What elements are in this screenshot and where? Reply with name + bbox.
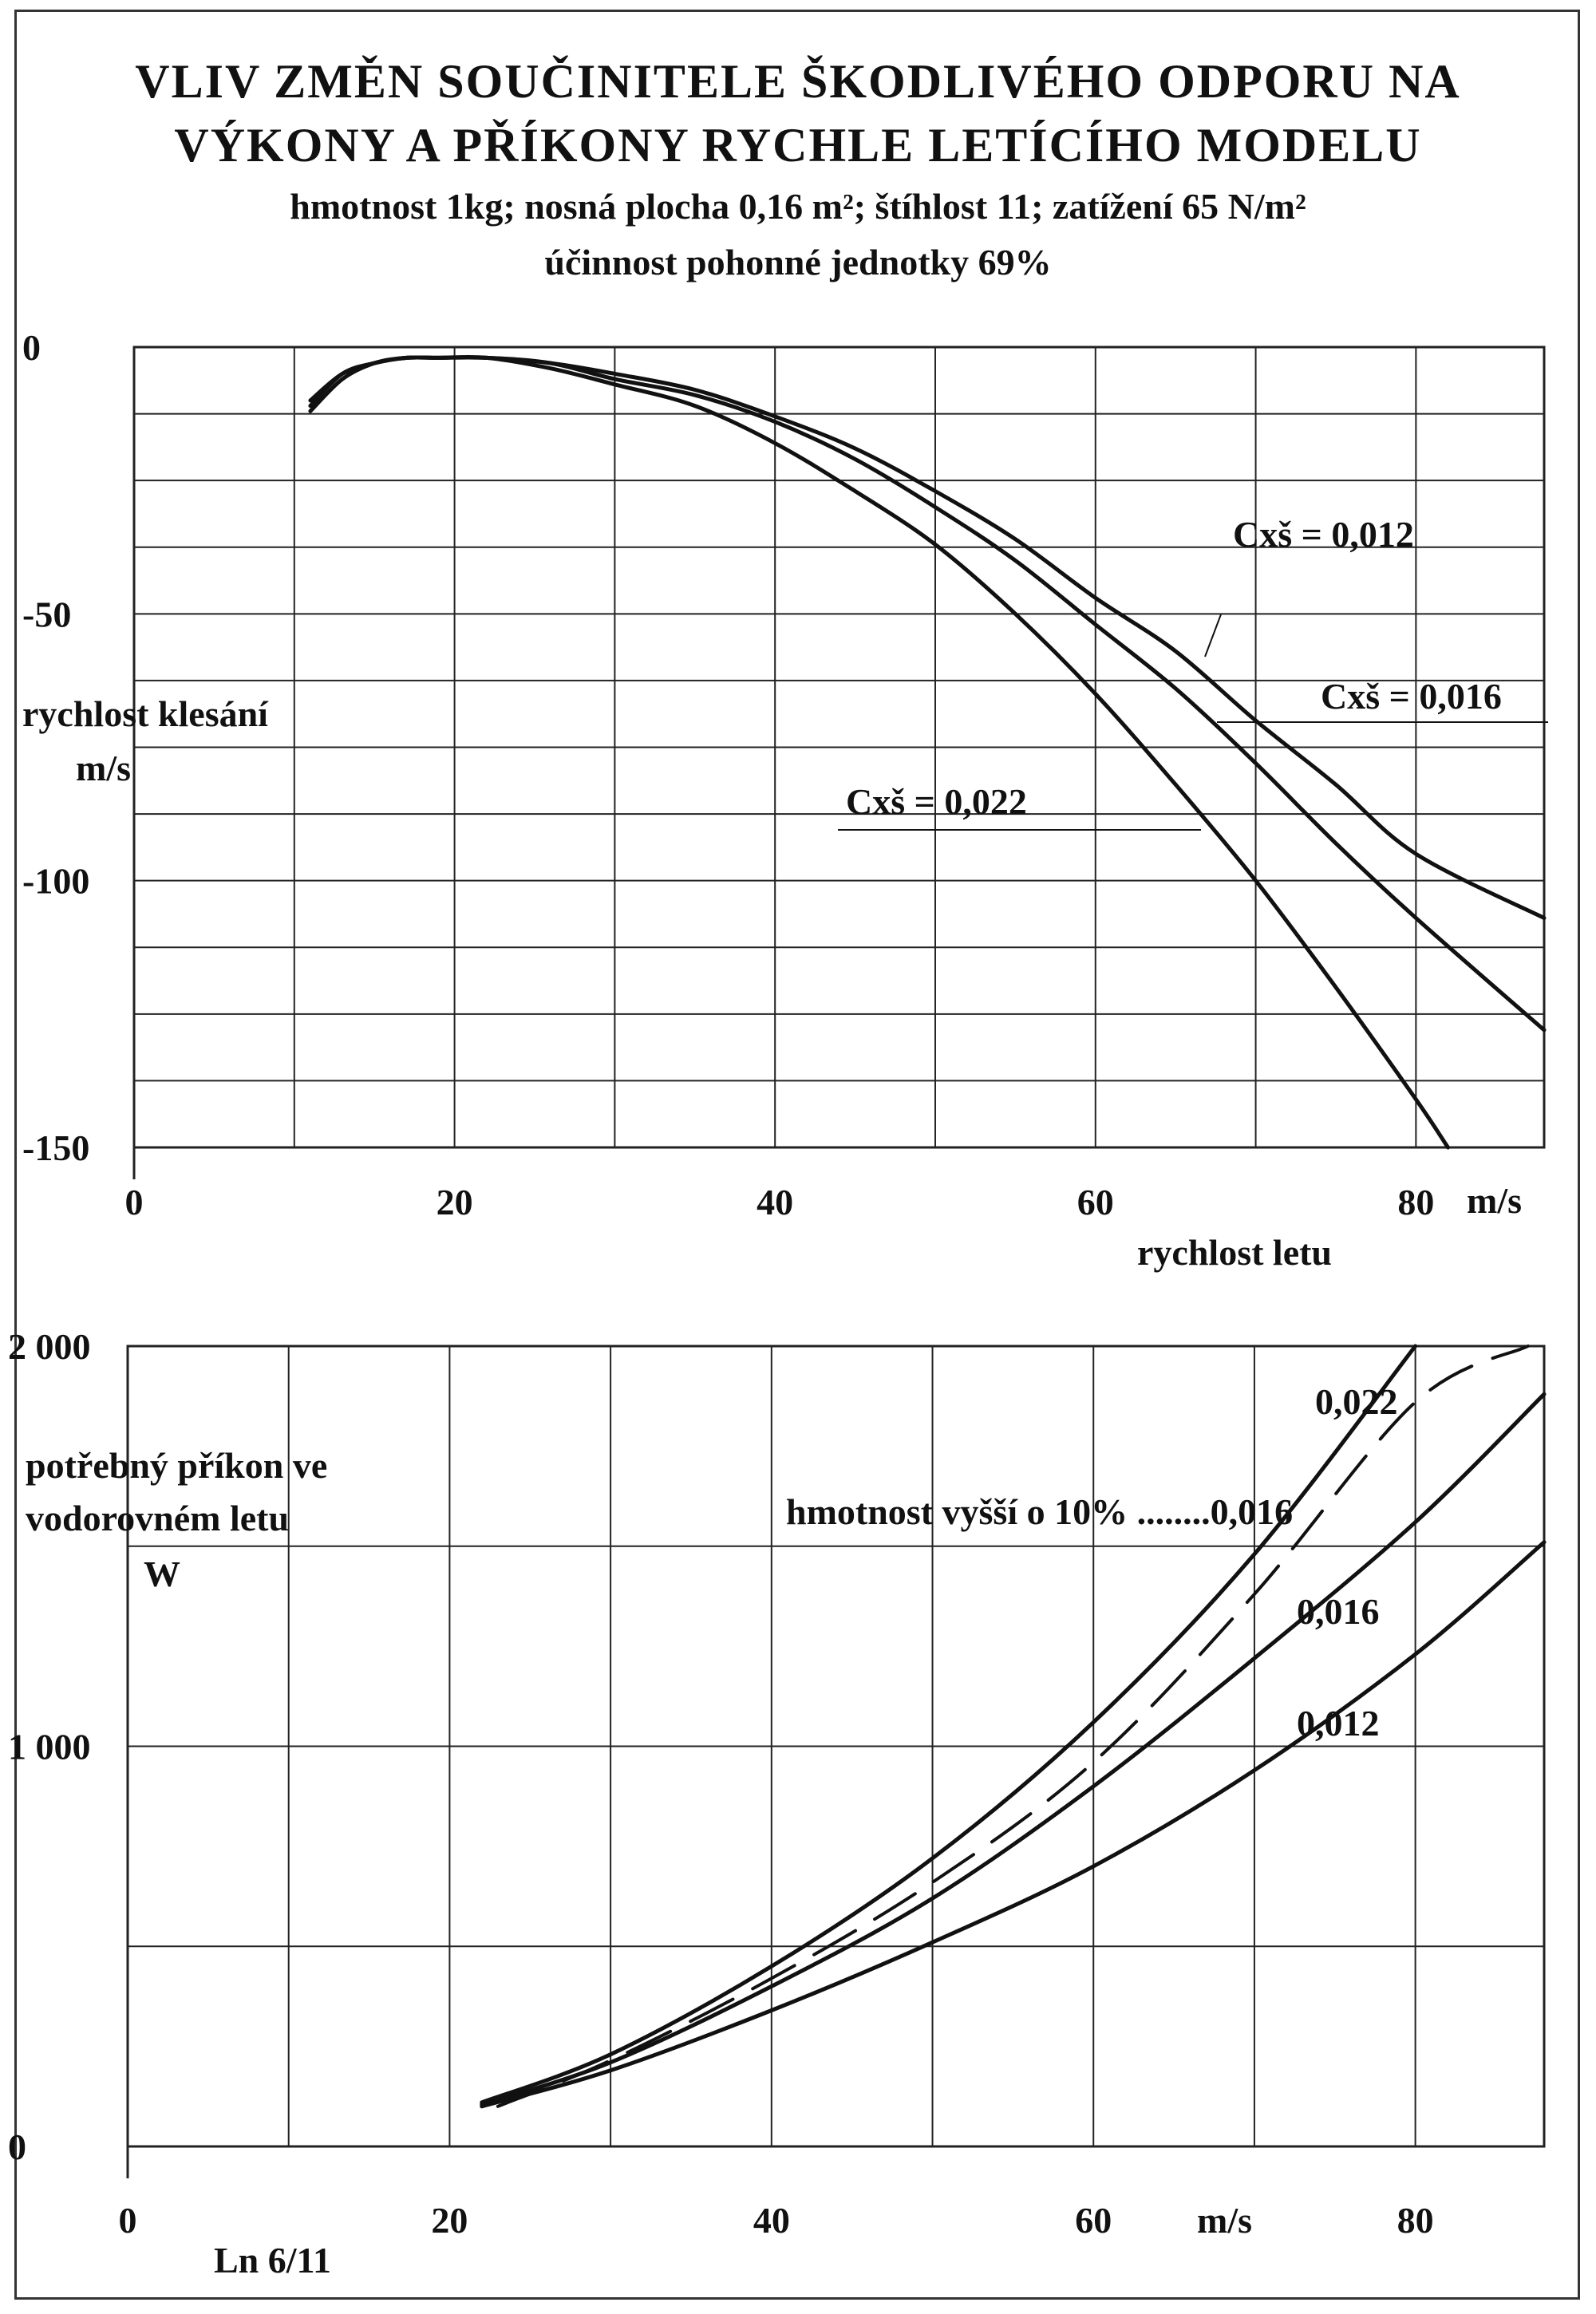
series-line-2 — [308, 354, 1450, 1150]
x-tick-label: 20 — [437, 1182, 473, 1222]
power-ylabel-line3: W — [144, 1554, 180, 1594]
x-tick-label: 80 — [1397, 2200, 1434, 2241]
series-line-0 — [308, 355, 1547, 920]
power-series — [480, 1344, 1547, 2109]
sink-rate-ylabel-line1: rychlost klesání — [22, 693, 269, 734]
y-tick-label: 0 — [8, 2126, 26, 2167]
chart-title-line2: VÝKONY A PŘÍKONY RYCHLE LETÍCÍHO MODELU — [174, 119, 1422, 172]
series-annotation: 0,016 — [1297, 1591, 1380, 1632]
sink-rate-xunit: m/s — [1467, 1180, 1522, 1221]
sink-rate-series — [308, 354, 1547, 1150]
power-chart: potřebný příkon ve vodorovném letu W m/s… — [8, 1326, 1547, 2241]
sink-rate-ylabel-line2: m/s — [76, 748, 131, 788]
x-tick-label: 40 — [757, 1182, 793, 1222]
series-annotation: 0,022 — [1315, 1381, 1398, 1422]
chart-subtitle-parameters: hmotnost 1kg; nosná plocha 0,16 m²; štíh… — [290, 186, 1306, 227]
power-grid — [126, 1345, 1546, 2178]
series-annotation: hmotnost vyšší o 10% ........0,016 — [786, 1491, 1293, 1532]
series-annotation: 0,012 — [1297, 1703, 1380, 1743]
y-tick-label: -150 — [22, 1127, 89, 1168]
chart-title-line1: VLIV ZMĚN SOUČINITELE ŠKODLIVÉHO ODPORU … — [135, 55, 1461, 108]
power-xlabel: m/s — [1197, 2200, 1252, 2241]
series-annotation: Cxš = 0,016 — [1321, 676, 1502, 717]
x-tick-label: 20 — [431, 2200, 468, 2241]
series-line-0 — [480, 1540, 1547, 2109]
series-line-1 — [480, 1392, 1547, 2107]
sink-rate-chart: rychlost klesání m/s rychlost letu m/s 0… — [22, 327, 1548, 1273]
x-tick-label: 0 — [119, 2200, 137, 2241]
x-tick-label: 80 — [1397, 1182, 1434, 1222]
power-ylabel-line2: vodorovném letu — [26, 1498, 289, 1538]
y-tick-label: -50 — [22, 594, 71, 634]
series-annotation: Cxš = 0,022 — [846, 781, 1027, 822]
x-tick-label: 60 — [1077, 1182, 1114, 1222]
annotation-leader — [1204, 614, 1222, 657]
y-tick-label: -100 — [22, 861, 89, 902]
series-line-2 — [480, 1344, 1418, 2105]
power-ylabel-line1: potřebný příkon ve — [26, 1445, 327, 1486]
power-labels: potřebný příkon ve vodorovném letu W m/s… — [8, 1326, 1434, 2241]
footer-code: Ln 6/11 — [214, 2240, 331, 2280]
chart-subtitle-efficiency: účinnost pohonné jednotky 69% — [544, 242, 1052, 282]
y-tick-label: 0 — [22, 327, 41, 368]
y-tick-label: 2 000 — [8, 1326, 91, 1367]
x-tick-label: 40 — [753, 2200, 790, 2241]
y-tick-label: 1 000 — [8, 1727, 91, 1767]
x-tick-label: 0 — [125, 1182, 144, 1222]
sink-rate-grid — [132, 346, 1546, 1179]
series-annotation: Cxš = 0,012 — [1233, 514, 1414, 555]
sink-rate-xlabel: rychlost letu — [1137, 1232, 1332, 1273]
x-tick-label: 60 — [1075, 2200, 1112, 2241]
series-line-3 — [496, 1345, 1530, 2108]
page-frame — [14, 10, 1580, 2300]
sink-rate-labels: rychlost klesání m/s rychlost letu m/s 0… — [22, 327, 1548, 1273]
